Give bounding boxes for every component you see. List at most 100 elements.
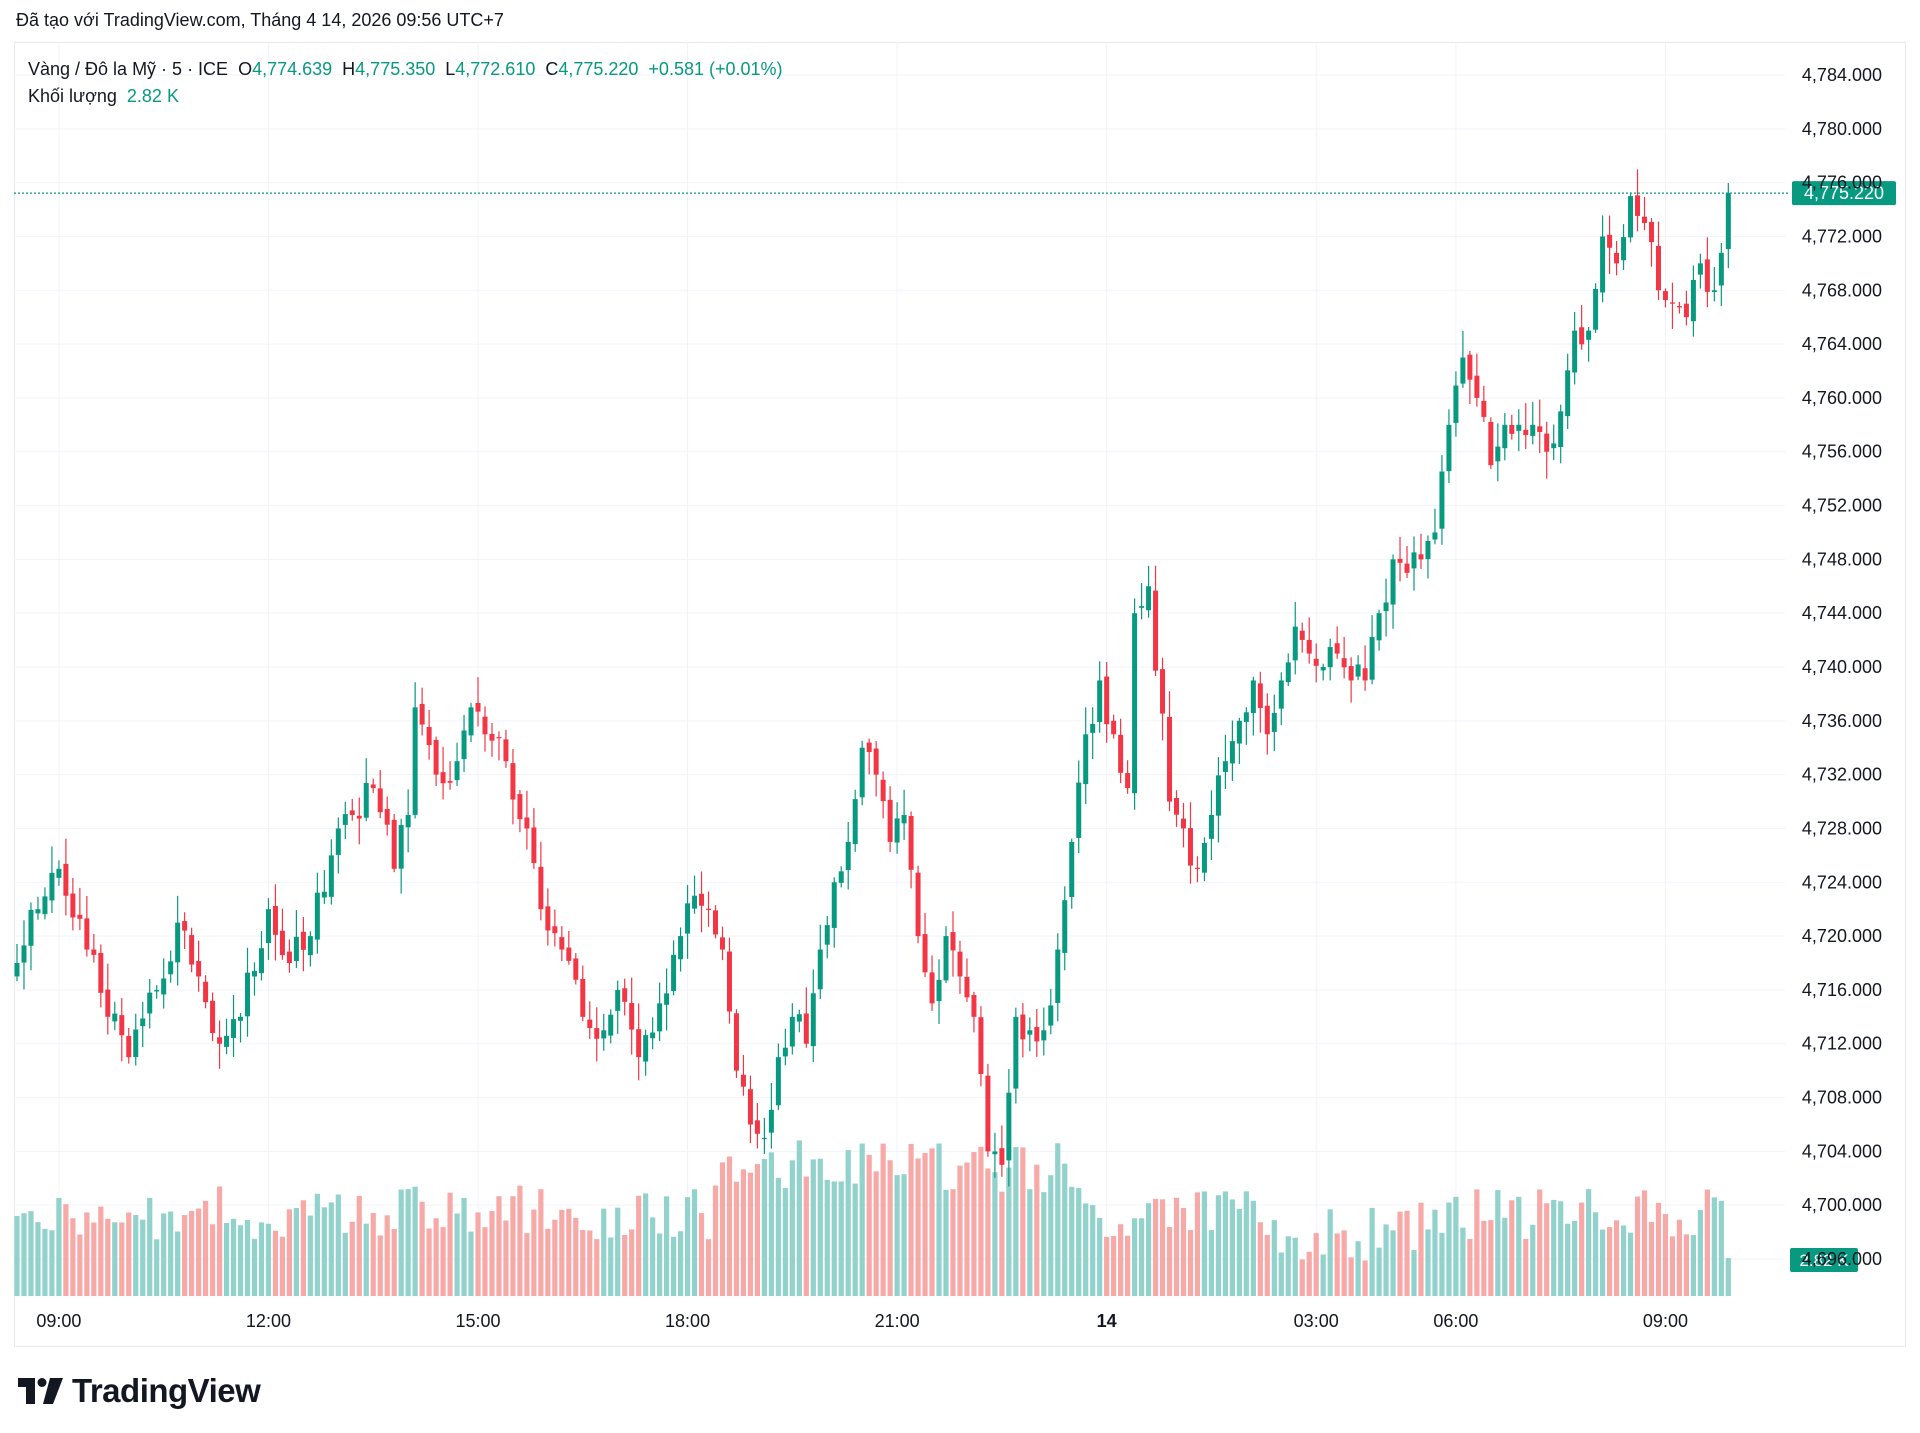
candle-body [685, 903, 691, 934]
candle-body [265, 909, 271, 944]
open-value: 4,774.639 [252, 59, 333, 79]
last-volume-badge [1790, 1248, 1858, 1272]
candle-body [545, 906, 551, 931]
volume-bar [363, 1223, 369, 1296]
volume-bar [1620, 1225, 1627, 1296]
volume-bar [223, 1223, 230, 1296]
candle-body [119, 1015, 125, 1036]
candle-body [601, 1030, 607, 1039]
candle-body [321, 891, 327, 898]
candle-body [1635, 195, 1641, 216]
volume-bar [1641, 1190, 1648, 1296]
volume-bar [971, 1152, 977, 1296]
candle-body [1495, 446, 1501, 462]
candle-body [1020, 1014, 1026, 1040]
volume-bar [112, 1222, 118, 1296]
tradingview-logo[interactable]: TradingView [18, 1372, 261, 1410]
candle-body [1453, 385, 1459, 423]
volume-bar [880, 1143, 886, 1296]
symbol-label[interactable]: Vàng / Đô la Mỹ · 5 · ICE [28, 59, 229, 79]
volume-bar [705, 1239, 712, 1296]
price-tick-label: 4,748.000 [1802, 549, 1882, 569]
candle-body [1362, 668, 1368, 681]
volume-bar [664, 1196, 670, 1296]
candle-body [391, 819, 397, 869]
volume-bar [943, 1189, 949, 1296]
chart-grid [14, 42, 1785, 1296]
volume-bar [1397, 1211, 1403, 1296]
ohlc-row: Vàng / Đô la Mỹ · 5 · ICE O4,774.639 H4,77… [28, 56, 783, 83]
candle-body [1425, 540, 1431, 560]
volume-bar [447, 1192, 453, 1296]
candle-body [754, 1120, 760, 1134]
volume-bar [1208, 1230, 1215, 1296]
candle-body [873, 748, 879, 775]
volume-bar [1264, 1234, 1270, 1296]
volume-bar [77, 1234, 83, 1296]
price-tick-label: 4,700.000 [1802, 1195, 1882, 1215]
volume-bar [314, 1193, 320, 1296]
volume-bar [1138, 1218, 1145, 1296]
volume-bar [1648, 1221, 1655, 1296]
volume-bar [1285, 1236, 1291, 1296]
candle-body [831, 882, 837, 928]
candle-body [713, 910, 718, 935]
candle-body [279, 930, 285, 956]
candle-body [175, 922, 181, 963]
volume-bar [517, 1185, 523, 1296]
volume-bar [440, 1227, 446, 1296]
candle-body [217, 1037, 223, 1044]
candle-body [678, 936, 684, 960]
tradingview-logo-icon [18, 1378, 63, 1404]
volume-bar [1572, 1220, 1578, 1296]
volume-bar [824, 1179, 830, 1296]
volume-bar [957, 1165, 963, 1296]
candle-body [587, 1019, 593, 1029]
volume-bar [747, 1172, 754, 1296]
volume-bar [636, 1195, 642, 1296]
candle-body [810, 993, 816, 1047]
volume-bar [398, 1189, 404, 1296]
open-label: O [238, 59, 253, 79]
volume-bar [587, 1230, 593, 1296]
candle-body [1593, 289, 1599, 330]
candle-body [1418, 554, 1424, 560]
candle-body [154, 989, 160, 992]
candle-body [650, 1032, 656, 1039]
volume-bar [279, 1236, 286, 1296]
candle-body [1034, 1026, 1040, 1042]
volume-bar [552, 1219, 558, 1296]
volume-bar [349, 1221, 355, 1296]
candle-body [566, 947, 572, 961]
volume-bar [98, 1206, 104, 1296]
candle-body [245, 972, 251, 1017]
candle-body [342, 814, 348, 825]
candle-body [510, 763, 516, 800]
price-tick-label: 4,760.000 [1802, 388, 1882, 408]
volume-bar [1718, 1200, 1724, 1296]
volume-bar [1683, 1234, 1690, 1296]
candle-body [105, 989, 111, 1017]
volume-bar [328, 1202, 334, 1296]
volume-label[interactable]: Khối lượng [28, 86, 117, 106]
volume-bar [1676, 1219, 1683, 1296]
high-value: 4,775.350 [355, 59, 436, 79]
candle-body [1125, 773, 1131, 789]
volume-bar [1118, 1224, 1124, 1296]
candle-body [838, 871, 844, 883]
candle-body [1690, 279, 1696, 322]
volume-bar [1090, 1205, 1096, 1296]
candle-body [1642, 216, 1648, 223]
candle-body [726, 951, 732, 1012]
candle-body [426, 726, 432, 746]
volume-bar [1502, 1217, 1508, 1296]
volume-bar [168, 1211, 174, 1296]
candle-body [524, 817, 530, 829]
candle-body [740, 1074, 746, 1087]
volume-bar [1173, 1197, 1180, 1296]
candle-body [1662, 291, 1668, 301]
candle-body [817, 949, 823, 990]
candle-body [1271, 712, 1277, 732]
volume-bar [63, 1204, 69, 1296]
